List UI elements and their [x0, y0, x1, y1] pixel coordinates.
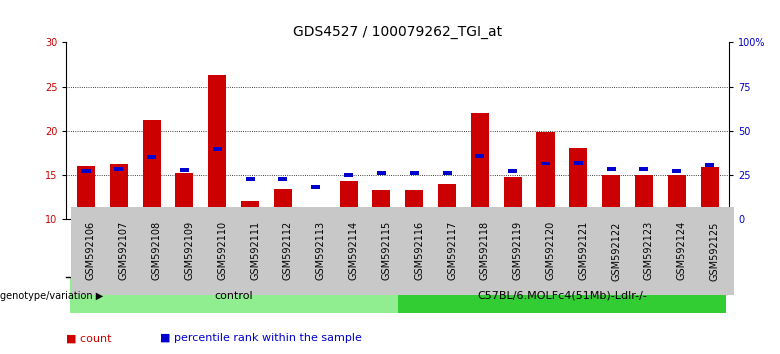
- Bar: [438, 184, 456, 219]
- Text: ■ count: ■ count: [66, 333, 112, 343]
- Text: GSM592109: GSM592109: [184, 221, 194, 280]
- Text: GSM592114: GSM592114: [349, 221, 359, 280]
- Text: GSM592111: GSM592111: [250, 221, 260, 280]
- Bar: [274, 188, 292, 219]
- Bar: [410, 171, 419, 175]
- Bar: [541, 161, 550, 165]
- Bar: [176, 173, 193, 219]
- Bar: [668, 175, 686, 219]
- Text: GSM592120: GSM592120: [545, 221, 555, 280]
- Bar: [278, 177, 288, 181]
- Text: GSM592118: GSM592118: [480, 221, 490, 280]
- Bar: [372, 190, 391, 219]
- Text: ■ percentile rank within the sample: ■ percentile rank within the sample: [160, 333, 362, 343]
- Bar: [574, 161, 583, 165]
- Text: GSM592125: GSM592125: [710, 221, 720, 281]
- Bar: [640, 167, 648, 171]
- Text: GSM592112: GSM592112: [283, 221, 293, 280]
- Text: GSM592123: GSM592123: [644, 221, 654, 280]
- Bar: [241, 201, 259, 219]
- Text: GDS4527 / 100079262_TGI_at: GDS4527 / 100079262_TGI_at: [293, 25, 502, 39]
- Bar: [504, 177, 522, 219]
- Text: GSM592124: GSM592124: [677, 221, 686, 280]
- Bar: [246, 177, 254, 181]
- Bar: [700, 167, 718, 219]
- Bar: [602, 175, 620, 219]
- Bar: [339, 181, 357, 219]
- Bar: [213, 147, 222, 152]
- Text: control: control: [215, 291, 253, 301]
- Text: GSM592119: GSM592119: [512, 221, 523, 280]
- Bar: [307, 212, 324, 219]
- Bar: [705, 163, 714, 167]
- Bar: [405, 190, 424, 219]
- Bar: [508, 170, 517, 173]
- Bar: [475, 154, 484, 158]
- Text: GSM592107: GSM592107: [119, 221, 129, 280]
- Text: GSM592115: GSM592115: [381, 221, 392, 280]
- Bar: [377, 171, 386, 175]
- Bar: [81, 170, 90, 173]
- Text: GSM592122: GSM592122: [612, 221, 621, 281]
- Text: GSM592110: GSM592110: [218, 221, 227, 280]
- Bar: [442, 171, 452, 175]
- Text: GSM592106: GSM592106: [86, 221, 96, 280]
- Text: GSM592117: GSM592117: [447, 221, 457, 280]
- Bar: [110, 164, 128, 219]
- Bar: [635, 175, 653, 219]
- Text: GSM592116: GSM592116: [414, 221, 424, 280]
- Bar: [607, 167, 615, 171]
- Bar: [147, 155, 156, 159]
- Bar: [471, 113, 489, 219]
- Bar: [115, 167, 123, 171]
- Bar: [143, 120, 161, 219]
- Text: GSM592121: GSM592121: [578, 221, 588, 280]
- Text: GSM592113: GSM592113: [316, 221, 326, 280]
- Bar: [672, 170, 681, 173]
- Bar: [77, 166, 95, 219]
- Bar: [344, 173, 353, 177]
- Text: genotype/variation ▶: genotype/variation ▶: [0, 291, 103, 301]
- Text: GSM592108: GSM592108: [151, 221, 161, 280]
- Bar: [537, 132, 555, 219]
- Bar: [311, 184, 321, 188]
- Text: C57BL/6.MOLFc4(51Mb)-Ldlr-/-: C57BL/6.MOLFc4(51Mb)-Ldlr-/-: [477, 291, 647, 301]
- Bar: [180, 168, 189, 172]
- Bar: [569, 148, 587, 219]
- Bar: [208, 75, 226, 219]
